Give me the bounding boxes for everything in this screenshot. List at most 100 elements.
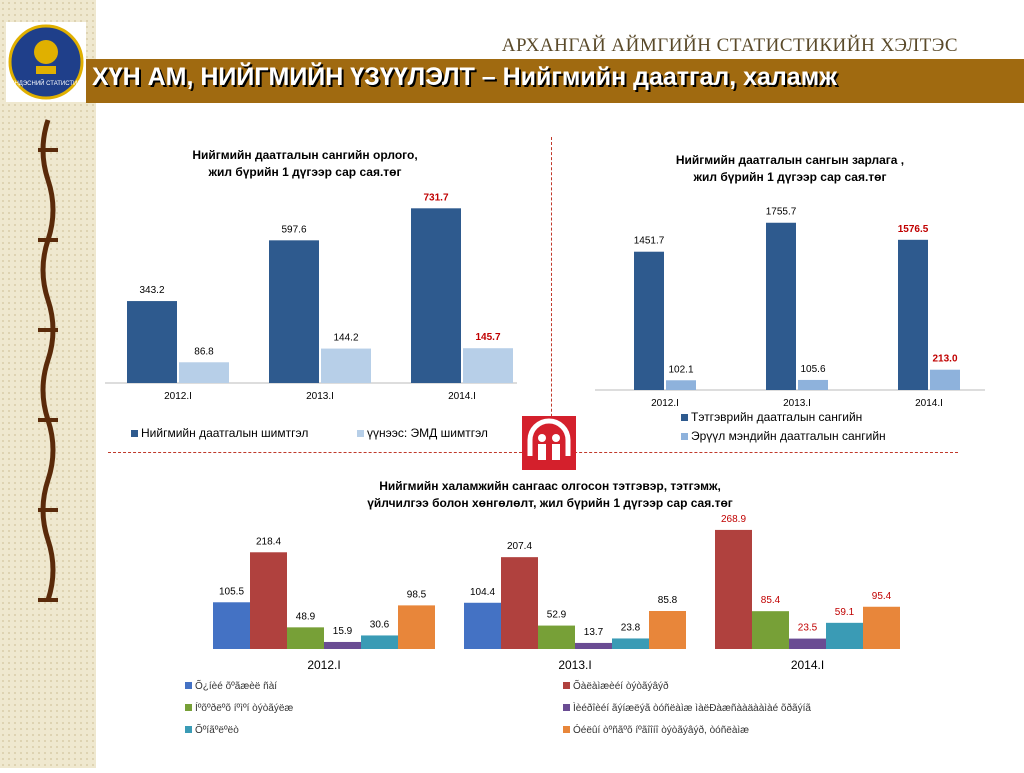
chart3-bar-s1-c1 bbox=[501, 557, 538, 649]
chart3-title-line-0: Нийгмийн халамжийн сангаас олгосон тэтгэ… bbox=[379, 479, 721, 493]
chart3-category-label-0: 2012.I bbox=[307, 658, 340, 672]
chart1-bar-s1-c2 bbox=[463, 348, 513, 383]
chart3-legend-item-1: Õàëàìæèéí òýòãýâýð bbox=[563, 681, 669, 692]
chart1-category-label-2: 2014.I bbox=[448, 391, 476, 402]
chart3-bar-s5-c0 bbox=[398, 605, 435, 649]
chart1-value-label-s1-c1: 144.2 bbox=[333, 333, 358, 344]
chart3-value-label-s2-c2: 85.4 bbox=[761, 595, 781, 606]
chart2-legend-swatch-0 bbox=[681, 414, 688, 421]
chart3-value-label-s3-c1: 13.7 bbox=[584, 627, 604, 638]
chart2-value-label-s1-c0: 102.1 bbox=[668, 364, 693, 375]
chart2-svg: 1451.7 102.1 2012.I 1755.7 105.6 2013.I 1576.5… bbox=[595, 207, 985, 443]
chart2-value-label-s1-c1: 105.6 bbox=[800, 364, 825, 375]
chart3-legend-item-3: Ìèéðîèéí ãýíæëýã òóñëàìæ ìàëÐàæñààäààìàé… bbox=[563, 703, 811, 714]
chart3-value-label-s5-c1: 85.8 bbox=[658, 595, 678, 606]
chart2-value-label-s1-c2: 213.0 bbox=[932, 354, 957, 365]
chart2-bar-s1-c1 bbox=[798, 379, 828, 390]
chart3-legend-swatch-1 bbox=[563, 682, 570, 689]
chart3-value-label-s0-c1: 104.4 bbox=[470, 587, 495, 598]
chart1-category-label-0: 2012.I bbox=[164, 391, 192, 402]
chart3-legend-item-0: Õ¿íèé õºãæèë ñàí bbox=[185, 681, 277, 692]
chart2-bar-s1-c2 bbox=[930, 369, 960, 390]
chart3-legend-label-4: Õºíãºëºëò bbox=[195, 725, 239, 736]
chart3-legend-item-2: Íºõºðëºõ íºìºí òýòãýëæ bbox=[185, 703, 293, 714]
chart3-value-label-s4-c2: 59.1 bbox=[835, 607, 855, 618]
chart3-legend-swatch-0 bbox=[185, 682, 192, 689]
chart3-bar-s4-c0 bbox=[361, 635, 398, 649]
chart1-legend-swatch-0 bbox=[131, 430, 138, 437]
chart3-bar-s2-c1 bbox=[538, 625, 575, 649]
chart2-title-line-1: жил бүрийн 1 дүгээр сар сая.төг bbox=[693, 170, 887, 184]
chart3-value-label-s2-c0: 48.9 bbox=[296, 611, 316, 622]
chart3-title-line-1: үйлчилгээ болон хөнгөлөлт, жил бүрийн 1 … bbox=[367, 496, 733, 510]
chart3-legend-label-1: Õàëàìæèéí òýòãýâýð bbox=[573, 681, 669, 692]
chart3-legend-swatch-4 bbox=[185, 726, 192, 733]
chart1-title-line-1: жил бүрийн 1 дүгээр сар сая.төг bbox=[208, 165, 402, 179]
chart3-bar-s5-c1 bbox=[649, 611, 686, 649]
chart3-bar-s1-c0 bbox=[250, 552, 287, 649]
chart3-legend-label-0: Õ¿íèé õºãæèë ñàí bbox=[195, 681, 278, 692]
chart1-bar-s0-c0 bbox=[127, 301, 177, 383]
chart3-value-label-s0-c0: 105.5 bbox=[219, 586, 244, 597]
chart1-title-line-0: Нийгмийн даатгалын сангийн орлого, bbox=[192, 148, 418, 162]
chart3-value-label-s5-c0: 98.5 bbox=[407, 589, 427, 600]
chart3-bar-s3-c1 bbox=[575, 642, 612, 649]
chart3-legend-label-5: Óéëûí òºñãºõ íºãîîíî òýòãýâýð, òóñëàìæ bbox=[573, 725, 750, 736]
chart2-category-label-2: 2014.I bbox=[915, 398, 943, 409]
chart3-bar-s4-c2 bbox=[826, 622, 863, 649]
chart3-bar-s1-c2 bbox=[715, 529, 752, 649]
chart3-bar-s4-c1 bbox=[612, 638, 649, 649]
chart3-legend-swatch-5 bbox=[563, 726, 570, 733]
national-statistics-logo: ҮНДЭСНИЙ СТАТИСТИК bbox=[6, 22, 86, 102]
chart1-legend-label-0: Нийгмийн даатгалын шимтгэл bbox=[141, 426, 308, 440]
chart3-value-label-s1-c0: 218.4 bbox=[256, 536, 281, 547]
mongolian-script-glyphs bbox=[38, 119, 58, 602]
chart2-title-line-0: Нийгмийн даатгалын сангын зарлага , bbox=[675, 153, 905, 167]
chart3-bar-s2-c2 bbox=[752, 611, 789, 649]
title-bar bbox=[86, 59, 1024, 103]
chart3-value-label-s3-c0: 15.9 bbox=[333, 626, 353, 637]
chart2-legend-swatch-1 bbox=[681, 433, 688, 440]
chart3-value-label-s1-c1: 207.4 bbox=[507, 541, 532, 552]
chart2-value-label-s0-c2: 1576.5 bbox=[898, 224, 929, 235]
chart1-value-label-s0-c1: 597.6 bbox=[281, 224, 306, 235]
chart3-value-label-s1-c2: 268.9 bbox=[721, 515, 746, 525]
logo-text: ҮНДЭСНИЙ СТАТИСТИК bbox=[11, 79, 81, 87]
chart3-category-label-2: 2014.I bbox=[791, 658, 824, 672]
mongolian-script-strip bbox=[0, 0, 96, 768]
chart2-legend-label-0: Тэтгэврийн даатгалын сангийн bbox=[691, 410, 862, 424]
chart3-category-label-1: 2013.I bbox=[558, 658, 591, 672]
chart2-bar-s0-c2 bbox=[898, 239, 928, 390]
chart1-category-label-1: 2013.I bbox=[306, 391, 334, 402]
chart3-legend-label-2: Íºõºðëºõ íºìºí òýòãýëæ bbox=[195, 703, 294, 714]
chart1-value-label-s1-c2: 145.7 bbox=[475, 332, 500, 343]
chart1-legend-swatch-1 bbox=[357, 430, 364, 437]
chart2-value-label-s0-c0: 1451.7 bbox=[634, 236, 665, 247]
chart3-value-label-s5-c2: 95.4 bbox=[872, 591, 892, 602]
chart2-legend-label-1: Эрүүл мэндийн даатгалын сангийн bbox=[691, 429, 886, 443]
chart2-title: Нийгмийн даатгалын сангын зарлага , жил б… bbox=[620, 152, 960, 186]
chart3-svg: 105.5 218.4 48.9 15.9 30.6 98.5 2012.I 104.4 207… bbox=[213, 515, 900, 672]
chart3-legend-item-4: Õºíãºëºëò bbox=[185, 725, 239, 736]
chart3-bar-s0-c0 bbox=[213, 602, 250, 649]
chart1-value-label-s0-c0: 343.2 bbox=[139, 285, 164, 296]
chart3-value-label-s4-c1: 23.8 bbox=[621, 622, 641, 633]
organization-name: АРХАНГАЙ АЙМГИЙН СТАТИСТИКИЙН ХЭЛТЭС bbox=[501, 35, 958, 56]
chart1-bar-s0-c2 bbox=[411, 208, 461, 383]
chart2-bar-s0-c0 bbox=[634, 251, 664, 390]
chart2-category-label-1: 2013.I bbox=[783, 398, 811, 409]
chart1-title: Нийгмийн даатгалын сангийн орлого, жил бү… bbox=[140, 147, 470, 181]
chart2-bar-s0-c1 bbox=[766, 222, 796, 390]
social-welfare-icon bbox=[522, 416, 576, 470]
page-title: ХҮН АМ, НИЙГМИЙН ҮЗҮҮЛЭЛТ – Нийгмийн даа… bbox=[92, 63, 837, 91]
chart3-bar-s2-c0 bbox=[287, 627, 324, 649]
chart3-bar-s0-c1 bbox=[464, 602, 501, 649]
chart3-bar-s5-c2 bbox=[863, 606, 900, 649]
chart3-legend-item-5: Óéëûí òºñãºõ íºãîîíî òýòãýâýð, òóñëàìæ bbox=[563, 725, 749, 736]
chart1-legend-label-1: үүнээс: ЭМД шимтгэл bbox=[367, 426, 488, 440]
chart1-bar-s1-c1 bbox=[321, 348, 371, 383]
chart1-bar-s0-c1 bbox=[269, 240, 319, 383]
chart1-svg: 343.2 86.8 2012.I 597.6 144.2 2013.I 731.7 145.… bbox=[105, 192, 517, 440]
chart1-bar-s1-c0 bbox=[179, 362, 229, 383]
chart3-legend-swatch-3 bbox=[563, 704, 570, 711]
